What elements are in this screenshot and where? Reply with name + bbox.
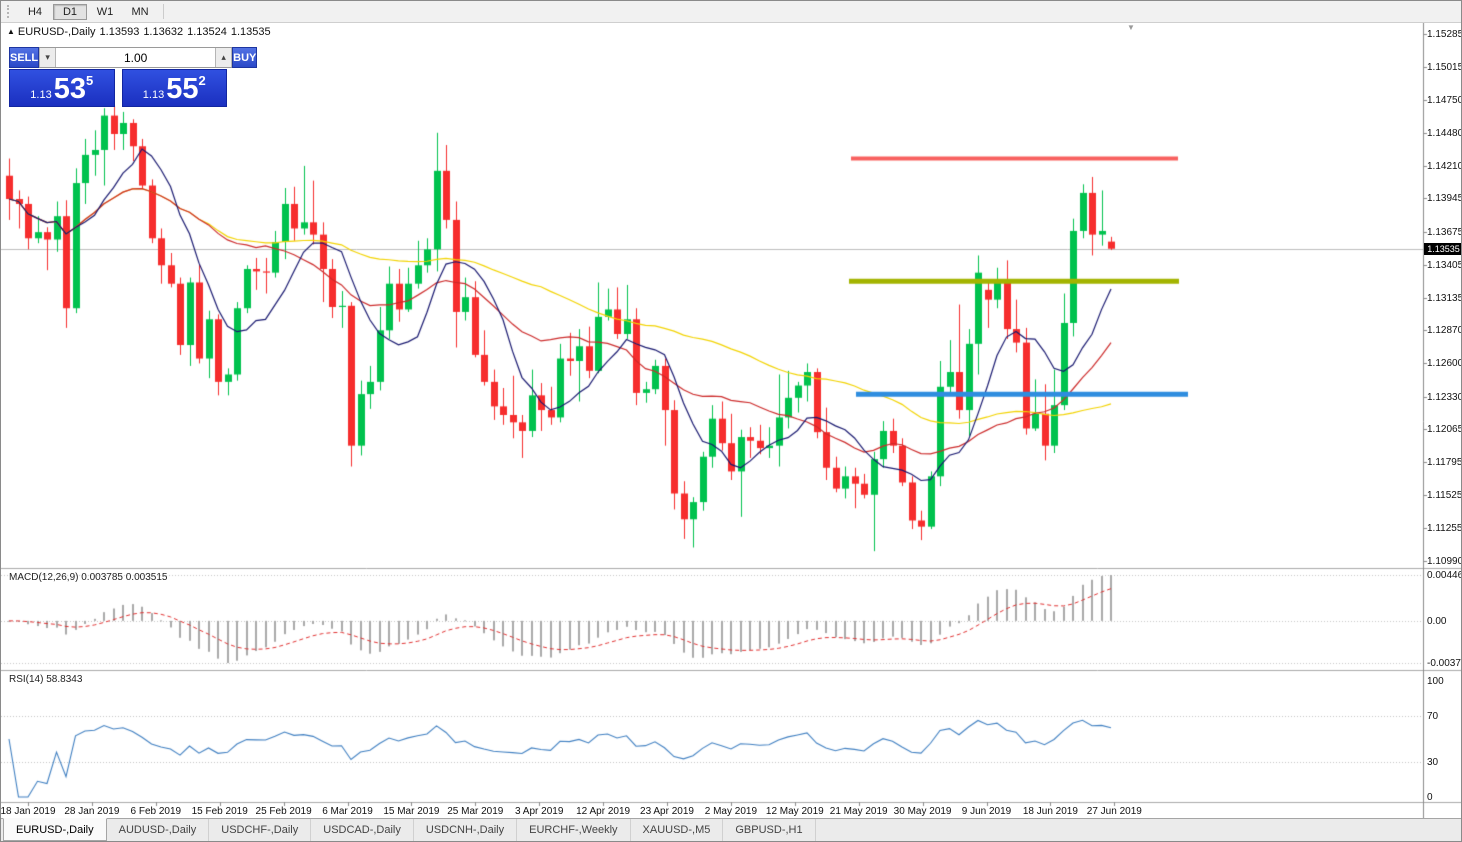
time-axis-label: 21 May 2019 [829,806,888,817]
price-axis-label: 1.12870 [1427,325,1462,337]
price-axis-label: 1.10990 [1427,556,1462,567]
macd-axis-zero: 0.00 [1427,615,1447,627]
price-axis-label: 1.13945 [1427,193,1462,205]
period-toolbar: H4 D1 W1 MN [1,1,1461,23]
ask-price-sup: 2 [198,73,206,88]
time-axis-label: 9 Jun 2019 [961,806,1012,817]
macd-axis-max: 0.004465 [1427,570,1461,581]
price-axis-label: 1.14480 [1427,127,1462,139]
rsi-indicator-label: RSI(14) 58.8343 [9,674,83,685]
ask-quote-box[interactable]: 1.13 55 2 [121,69,227,107]
chart-shift-marker-icon: ▼ [1127,23,1135,32]
chart-tab-audusd-daily[interactable]: AUDUSD-,Daily [107,819,210,841]
time-axis-label: 23 Apr 2019 [640,806,694,817]
price-axis-label: 1.14210 [1427,160,1462,172]
price-axis-label: 1.12600 [1427,358,1462,370]
rsi-axis-label: 70 [1427,710,1439,722]
time-axis-label: 28 Jan 2019 [64,806,120,817]
chart-tab-gbpusd-h1[interactable]: GBPUSD-,H1 [723,819,816,841]
bid-price-big: 53 [53,73,86,105]
chart-header: ▲ EURUSD-,Daily 1.13593 1.13632 1.13524 1.135… [7,26,275,38]
time-axis-label: 6 Mar 2019 [322,806,373,817]
time-axis-label: 2 May 2019 [704,806,758,817]
buy-button[interactable]: BUY [232,47,258,68]
timeframe-button-h4[interactable]: H4 [27,5,43,18]
chart-tab-xauusd-m5[interactable]: XAUUSD-,M5 [631,819,724,841]
volume-decrement-icon[interactable]: ▾ [39,48,57,67]
current-price-tag: 1.13535 [1424,242,1461,255]
time-axis-label: 12 May 2019 [765,806,824,817]
price-axis-label: 1.13135 [1427,292,1462,304]
chart-tab-eurusd-daily[interactable]: EURUSD-,Daily [3,818,107,841]
price-axis-label: 1.15285 [1427,29,1462,40]
price-axis-label: 1.11525 [1427,490,1462,502]
chart-title: EURUSD-,Daily [17,26,96,38]
chart-tab-eurchf-weekly[interactable]: EURCHF-,Weekly [517,819,631,841]
ask-price-big: 55 [166,73,199,105]
macd-axis-min: -0.00375 [1427,658,1461,669]
chart-tab-usdcnh-daily[interactable]: USDCNH-,Daily [414,819,518,841]
time-axis-label: 25 Feb 2019 [255,806,312,817]
price-axis-label: 1.12330 [1427,391,1462,403]
time-axis-label: 15 Feb 2019 [191,806,248,817]
sell-button[interactable]: SELL [9,47,40,68]
time-axis-label: 18 Jan 2019 [0,806,56,817]
chart-tab-usdcad-daily[interactable]: USDCAD-,Daily [311,819,414,841]
time-axis-label: 6 Feb 2019 [130,806,182,817]
macd-indicator-label: MACD(12,26,9) 0.003785 0.003515 [9,572,168,583]
timeframe-button-mn[interactable]: MN [131,5,149,18]
rsi-axis-label: 0 [1427,792,1433,803]
price-axis-label: 1.11255 [1427,523,1462,535]
timeframe-toolbar: H4 D1 W1 MN [18,3,158,20]
chart-tab-usdchf-daily[interactable]: USDCHF-,Daily [209,819,312,841]
volume-stepper: ▾ ▴ [39,47,233,68]
price-axis-label: 1.12065 [1427,424,1462,436]
time-axis-label: 15 Mar 2019 [383,806,440,817]
time-axis-label: 18 Jun 2019 [1022,806,1078,817]
ohlc-low: 1.13524 [187,26,227,38]
ohlc-close: 1.13535 [230,26,271,38]
ohlc-high: 1.13632 [143,26,184,38]
toolbar-grip-icon [7,5,12,18]
bid-price-prefix: 1.13 [30,89,52,101]
time-axis-label: 3 Apr 2019 [515,806,564,817]
ask-price-prefix: 1.13 [142,89,165,101]
price-axis-label: 1.13675 [1427,226,1462,238]
bid-quote-box[interactable]: 1.13 53 5 [9,69,115,107]
one-click-trading-panel: SELL ▾ ▴ BUY 1.13 53 5 1.13 55 2 [9,47,258,107]
rsi-axis-label: 30 [1427,757,1439,769]
price-axis-label: 1.15015 [1427,62,1462,74]
timeframe-button-d1[interactable]: D1 [53,3,87,20]
chart-tab-bar: EURUSD-,Daily AUDUSD-,Daily USDCHF-,Daily U… [1,818,1461,841]
time-axis-label: 30 May 2019 [893,806,952,817]
chart-collapse-icon[interactable]: ▲ [7,27,15,36]
volume-input[interactable] [56,48,216,67]
toolbar-separator [163,4,164,19]
price-axis-label: 1.14750 [1427,94,1462,106]
rsi-axis-label: 100 [1427,676,1444,687]
time-axis[interactable]: 18 Jan 2019 28 Jan 2019 6 Feb 2019 15 Feb 2… [1,803,1423,820]
price-axis-label: 1.11795 [1427,457,1462,469]
ohlc-open: 1.13593 [99,26,140,38]
time-axis-label: 25 Mar 2019 [447,806,504,817]
timeframe-button-w1[interactable]: W1 [96,5,114,18]
time-axis-label: 27 Jun 2019 [1086,806,1142,817]
price-axis[interactable]: 1.15285 1.15015 1.14750 1.14480 1.14210 1.139… [1424,22,1462,803]
bid-price-sup: 5 [85,73,94,88]
price-axis-label: 1.13405 [1427,259,1462,271]
volume-increment-icon[interactable]: ▴ [215,48,233,67]
time-axis-label: 12 Apr 2019 [576,806,631,817]
